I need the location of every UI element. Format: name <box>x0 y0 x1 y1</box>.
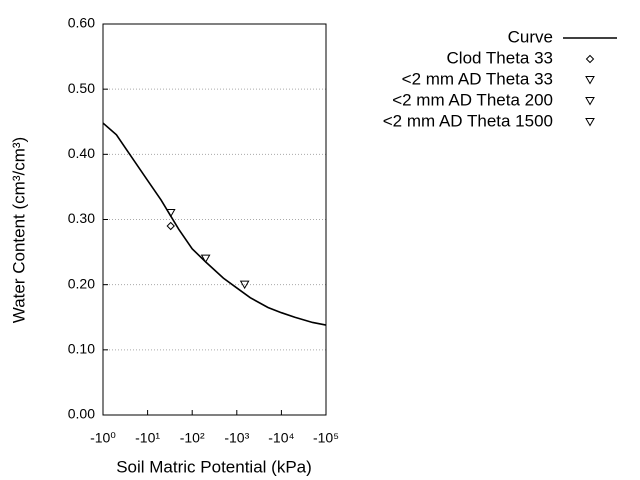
x-tick-label: -10¹ <box>135 430 160 446</box>
x-tick-label: -10⁰ <box>90 430 116 446</box>
diamond-marker <box>585 54 595 64</box>
curve <box>102 122 327 326</box>
legend-label: <2 mm AD Theta 33 <box>402 69 553 88</box>
y-tick-label: 0.50 <box>68 80 95 96</box>
y-tick-label: 0.00 <box>68 406 95 422</box>
legend-label: <2 mm AD Theta 200 <box>392 90 553 109</box>
x-tick-label: -10² <box>180 430 205 446</box>
triangle-marker <box>585 97 595 106</box>
triangle-marker <box>200 254 211 264</box>
y-tick-label: 0.60 <box>68 15 95 31</box>
triangle-marker <box>165 208 176 218</box>
x-tick-label: -10⁴ <box>268 430 294 446</box>
plot-frame <box>102 23 327 416</box>
legend-label: <2 mm AD Theta 1500 <box>383 111 553 130</box>
x-axis-title: Soil Matric Potential (kPa) <box>116 457 312 476</box>
legend-label: Clod Theta 33 <box>447 48 553 67</box>
y-axis-title: Water Content (cm³/cm³) <box>9 137 28 323</box>
y-tick-label: 0.20 <box>68 275 95 291</box>
x-tick-label: -10³ <box>224 430 249 446</box>
triangle-marker <box>585 76 595 85</box>
y-tick-label: 0.30 <box>68 210 95 226</box>
x-tick-label: -10⁵ <box>313 430 339 446</box>
triangle-marker <box>585 118 595 127</box>
triangle-marker <box>239 280 250 290</box>
y-tick-label: 0.10 <box>68 341 95 357</box>
legend-label: Curve <box>508 27 553 46</box>
diamond-marker <box>166 221 175 231</box>
y-tick-label: 0.40 <box>68 145 95 161</box>
